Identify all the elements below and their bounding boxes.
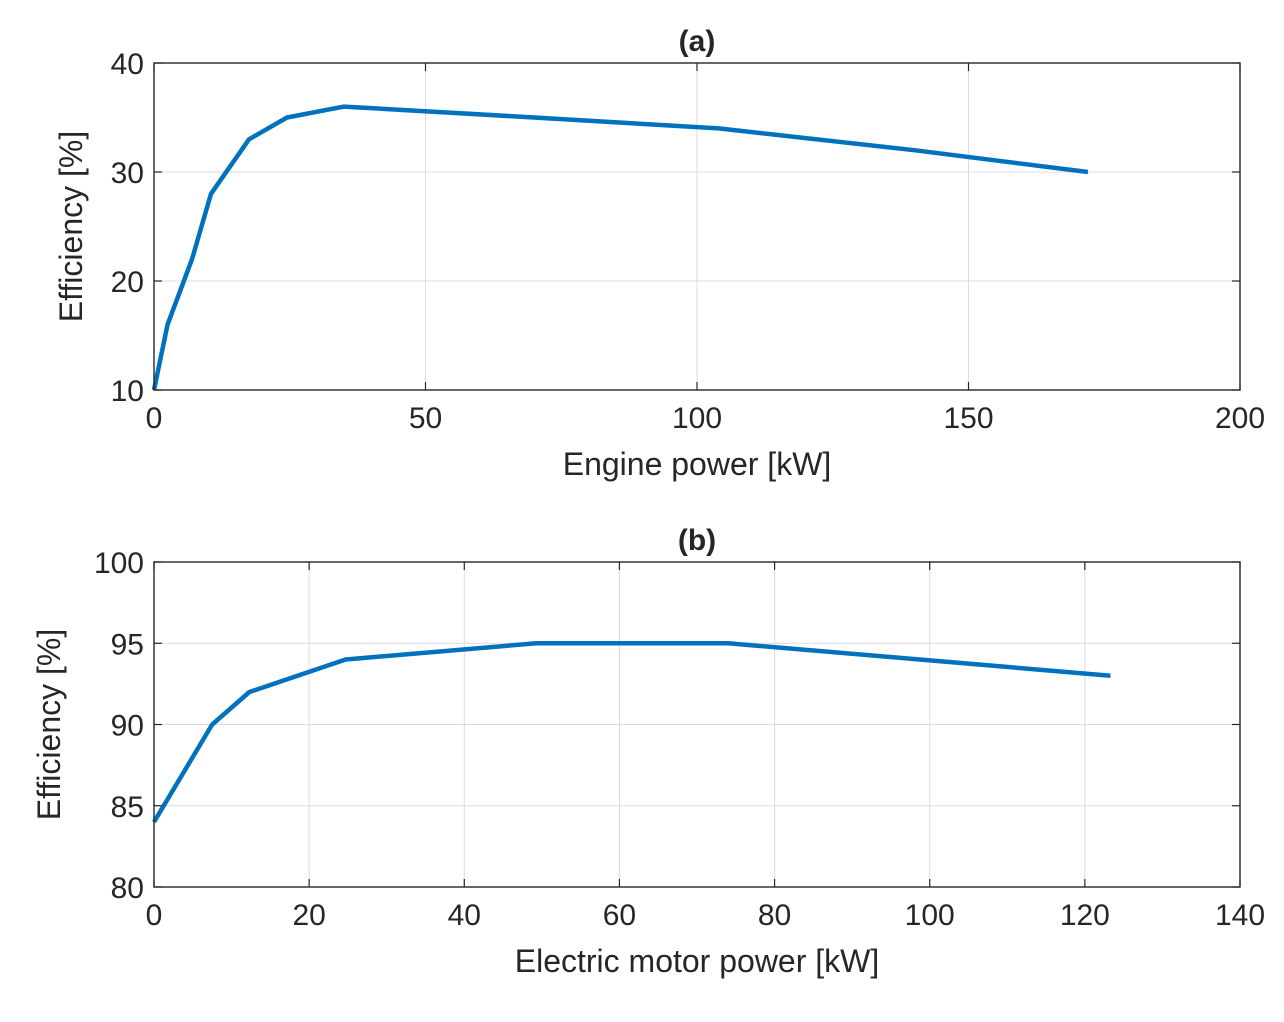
chart-1-y-axis-label: Efficiency [%] bbox=[31, 629, 67, 820]
chart-1-x-tick-label: 20 bbox=[292, 899, 325, 932]
chart-1-x-tick-label: 0 bbox=[146, 899, 163, 932]
chart-1-x-tick-label: 60 bbox=[603, 899, 636, 932]
chart-0-y-tick-label: 40 bbox=[111, 48, 144, 81]
chart-0: 0 50 100 150 200 10 20 30 40 (a) Engine power [kW]… bbox=[53, 25, 1265, 482]
chart-0-x-tick-label: 100 bbox=[672, 402, 722, 435]
chart-0-x-tick-label: 150 bbox=[943, 402, 993, 435]
chart-1-x-tick-label: 40 bbox=[448, 899, 481, 932]
chart-1-y-tick-label: 95 bbox=[111, 628, 144, 661]
chart-1-y-tick-label: 90 bbox=[111, 710, 144, 743]
chart-1: 0 20 40 60 80 100 120 140 80 85 90 95 100 (b) Electric… bbox=[31, 524, 1265, 979]
chart-0-x-tick-label: 50 bbox=[409, 402, 442, 435]
chart-0-x-tick-label: 0 bbox=[146, 402, 163, 435]
chart-1-x-tick-label: 80 bbox=[758, 899, 791, 932]
chart-0-x-tick-label: 200 bbox=[1215, 402, 1265, 435]
chart-1-x-tick-label: 120 bbox=[1060, 899, 1110, 932]
chart-1-title: (b) bbox=[678, 524, 716, 557]
chart-0-title: (a) bbox=[679, 25, 716, 58]
chart-0-y-tick-label: 30 bbox=[111, 157, 144, 190]
chart-0-y-tick-label: 10 bbox=[111, 375, 144, 408]
chart-1-series-line bbox=[152, 641, 1111, 824]
chart-1-y-tick-label: 100 bbox=[94, 547, 144, 580]
chart-1-x-tick-label: 100 bbox=[905, 899, 955, 932]
chart-0-series-line bbox=[151, 104, 1089, 391]
chart-1-x-axis-label: Electric motor power [kW] bbox=[515, 943, 880, 979]
chart-1-y-tick-label: 85 bbox=[111, 791, 144, 824]
chart-1-y-tick-label: 80 bbox=[111, 872, 144, 905]
chart-1-x-tick-label: 140 bbox=[1215, 899, 1265, 932]
chart-0-y-tick-label: 20 bbox=[111, 266, 144, 299]
chart-0-y-axis-label: Efficiency [%] bbox=[53, 131, 89, 322]
chart-0-x-axis-label: Engine power [kW] bbox=[563, 446, 832, 482]
